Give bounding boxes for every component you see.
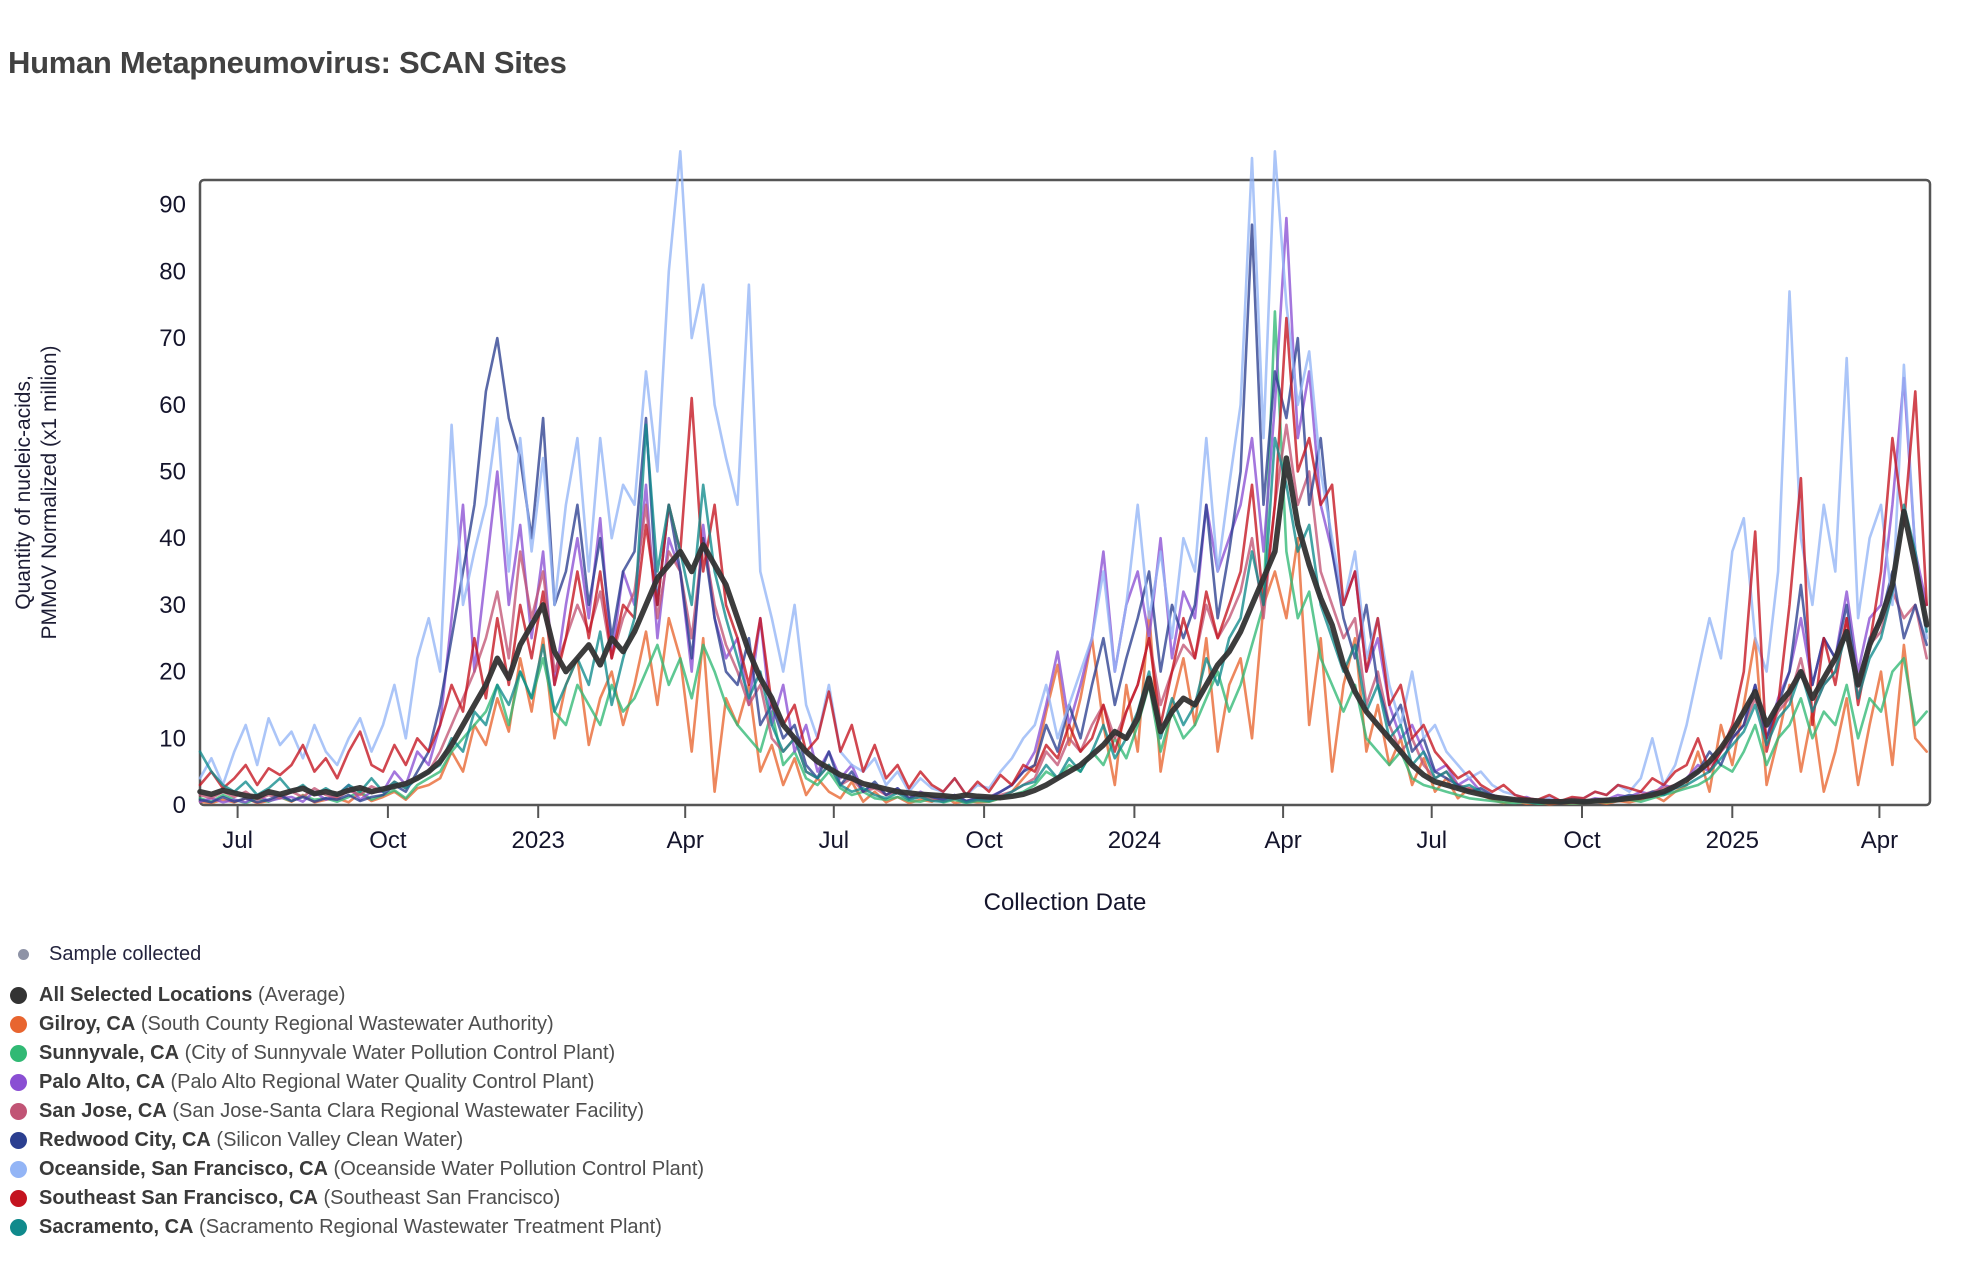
legend-item-gilroy-ca[interactable]: Gilroy, CA (South County Regional Wastew…	[10, 1013, 704, 1036]
x-axis-title: Collection Date	[984, 889, 1147, 916]
legend-label: Sunnyvale, CA (City of Sunnyvale Water P…	[39, 1042, 616, 1064]
x-tick-label: Apr	[667, 827, 704, 854]
legend-item-oceanside-san-francisco-ca[interactable]: Oceanside, San Francisco, CA (Oceanside …	[10, 1158, 704, 1181]
x-tick-label: 2023	[512, 827, 565, 854]
series-line-sunnyvale-ca[interactable]	[198, 310, 1928, 806]
legend-item-all-selected-locations[interactable]: All Selected Locations (Average)	[10, 984, 704, 1007]
x-tick-label: Jul	[222, 827, 253, 854]
legend-label: Southeast San Francisco, CA (Southeast S…	[39, 1187, 561, 1209]
series-line-palo-alto-ca[interactable]	[198, 216, 1928, 804]
series-line-oceanside-san-francisco-ca[interactable]	[198, 150, 1928, 803]
series-line-gilroy-ca[interactable]	[198, 536, 1928, 806]
legend-item-sacramento-ca[interactable]: Sacramento, CA (Sacramento Regional Wast…	[10, 1216, 704, 1239]
legend-item-palo-alto-ca[interactable]: Palo Alto, CA (Palo Alto Regional Water …	[10, 1071, 704, 1094]
x-tick-label: Oct	[369, 827, 407, 854]
y-axis-title-line2: PMMoV Normalized (x1 million)	[38, 345, 61, 639]
chart-legend: Sample collected All Selected Locations …	[10, 940, 704, 1245]
y-tick-label: 90	[159, 192, 186, 219]
y-tick-label: 0	[173, 792, 186, 819]
legend-dot-icon	[10, 1190, 27, 1207]
hmpv-timeseries-chart[interactable]: 0 10 20 30 40 50 60 70 80 90 Jul Oct 2023 Apr Jul Oct 20…	[0, 0, 1972, 930]
y-tick-label: 10	[159, 725, 186, 752]
legend-locations: All Selected Locations (Average) Gilroy, …	[10, 984, 704, 1239]
legend-label: Sacramento, CA (Sacramento Regional Wast…	[39, 1216, 662, 1238]
legend-dot-icon	[10, 987, 27, 1004]
legend-item-sunnyvale-ca[interactable]: Sunnyvale, CA (City of Sunnyvale Water P…	[10, 1042, 704, 1065]
series-line-sacramento-ca[interactable]	[198, 423, 1928, 805]
legend-dot-icon	[10, 1103, 27, 1120]
plot-frame	[198, 178, 1932, 807]
legend-dot-icon	[10, 1161, 27, 1178]
legend-label: San Jose, CA (San Jose-Santa Clara Regio…	[39, 1100, 645, 1122]
y-tick-label: 30	[159, 592, 186, 619]
page-title: Human Metapneumovirus: SCAN Sites	[8, 44, 567, 80]
legend-label: Palo Alto, CA (Palo Alto Regional Water …	[39, 1071, 595, 1093]
legend-dot-icon	[10, 1219, 27, 1236]
y-axis-title-line1: Quantity of nucleic-acids,	[12, 375, 35, 610]
sample-collected-label: Sample collected	[49, 942, 202, 965]
series-line-all-selected-locations[interactable]	[197, 455, 1930, 805]
x-tick-label: 2024	[1108, 827, 1161, 854]
x-tick-label: Jul	[818, 827, 849, 854]
x-tick-label: Jul	[1416, 827, 1447, 854]
legend-dot-icon	[10, 1045, 27, 1062]
legend-dot-icon	[10, 1132, 27, 1149]
y-tick-label: 40	[159, 525, 186, 552]
y-tick-label: 60	[159, 392, 186, 419]
y-tick-label: 80	[159, 258, 186, 285]
legend-label: All Selected Locations (Average)	[39, 984, 346, 1006]
x-tick-label: Oct	[1563, 827, 1601, 854]
legend-label: Gilroy, CA (South County Regional Wastew…	[39, 1013, 554, 1035]
series-line-redwood-city-ca[interactable]	[198, 223, 1928, 805]
x-tick-label: Apr	[1264, 827, 1301, 854]
legend-item-southeast-san-francisco-ca[interactable]: Southeast San Francisco, CA (Southeast S…	[10, 1187, 704, 1210]
x-tick-label: Oct	[965, 827, 1003, 854]
y-tick-label: 20	[159, 659, 186, 686]
legend-dot-icon	[10, 1074, 27, 1091]
legend-item-redwood-city-ca[interactable]: Redwood City, CA (Silicon Valley Clean W…	[10, 1129, 704, 1152]
y-tick-label: 70	[159, 325, 186, 352]
legend-label: Redwood City, CA (Silicon Valley Clean W…	[39, 1129, 464, 1151]
legend-dot-icon	[10, 1016, 27, 1033]
x-tick-label: 2025	[1706, 827, 1759, 854]
x-tick-label: Apr	[1861, 827, 1898, 854]
sample-collected-dot-icon	[18, 948, 29, 960]
legend-label: Oceanside, San Francisco, CA (Oceanside …	[39, 1158, 705, 1180]
y-tick-label: 50	[159, 459, 186, 486]
legend-item-sample-collected[interactable]: Sample collected	[18, 940, 704, 968]
legend-item-san-jose-ca[interactable]: San Jose, CA (San Jose-Santa Clara Regio…	[10, 1100, 704, 1123]
